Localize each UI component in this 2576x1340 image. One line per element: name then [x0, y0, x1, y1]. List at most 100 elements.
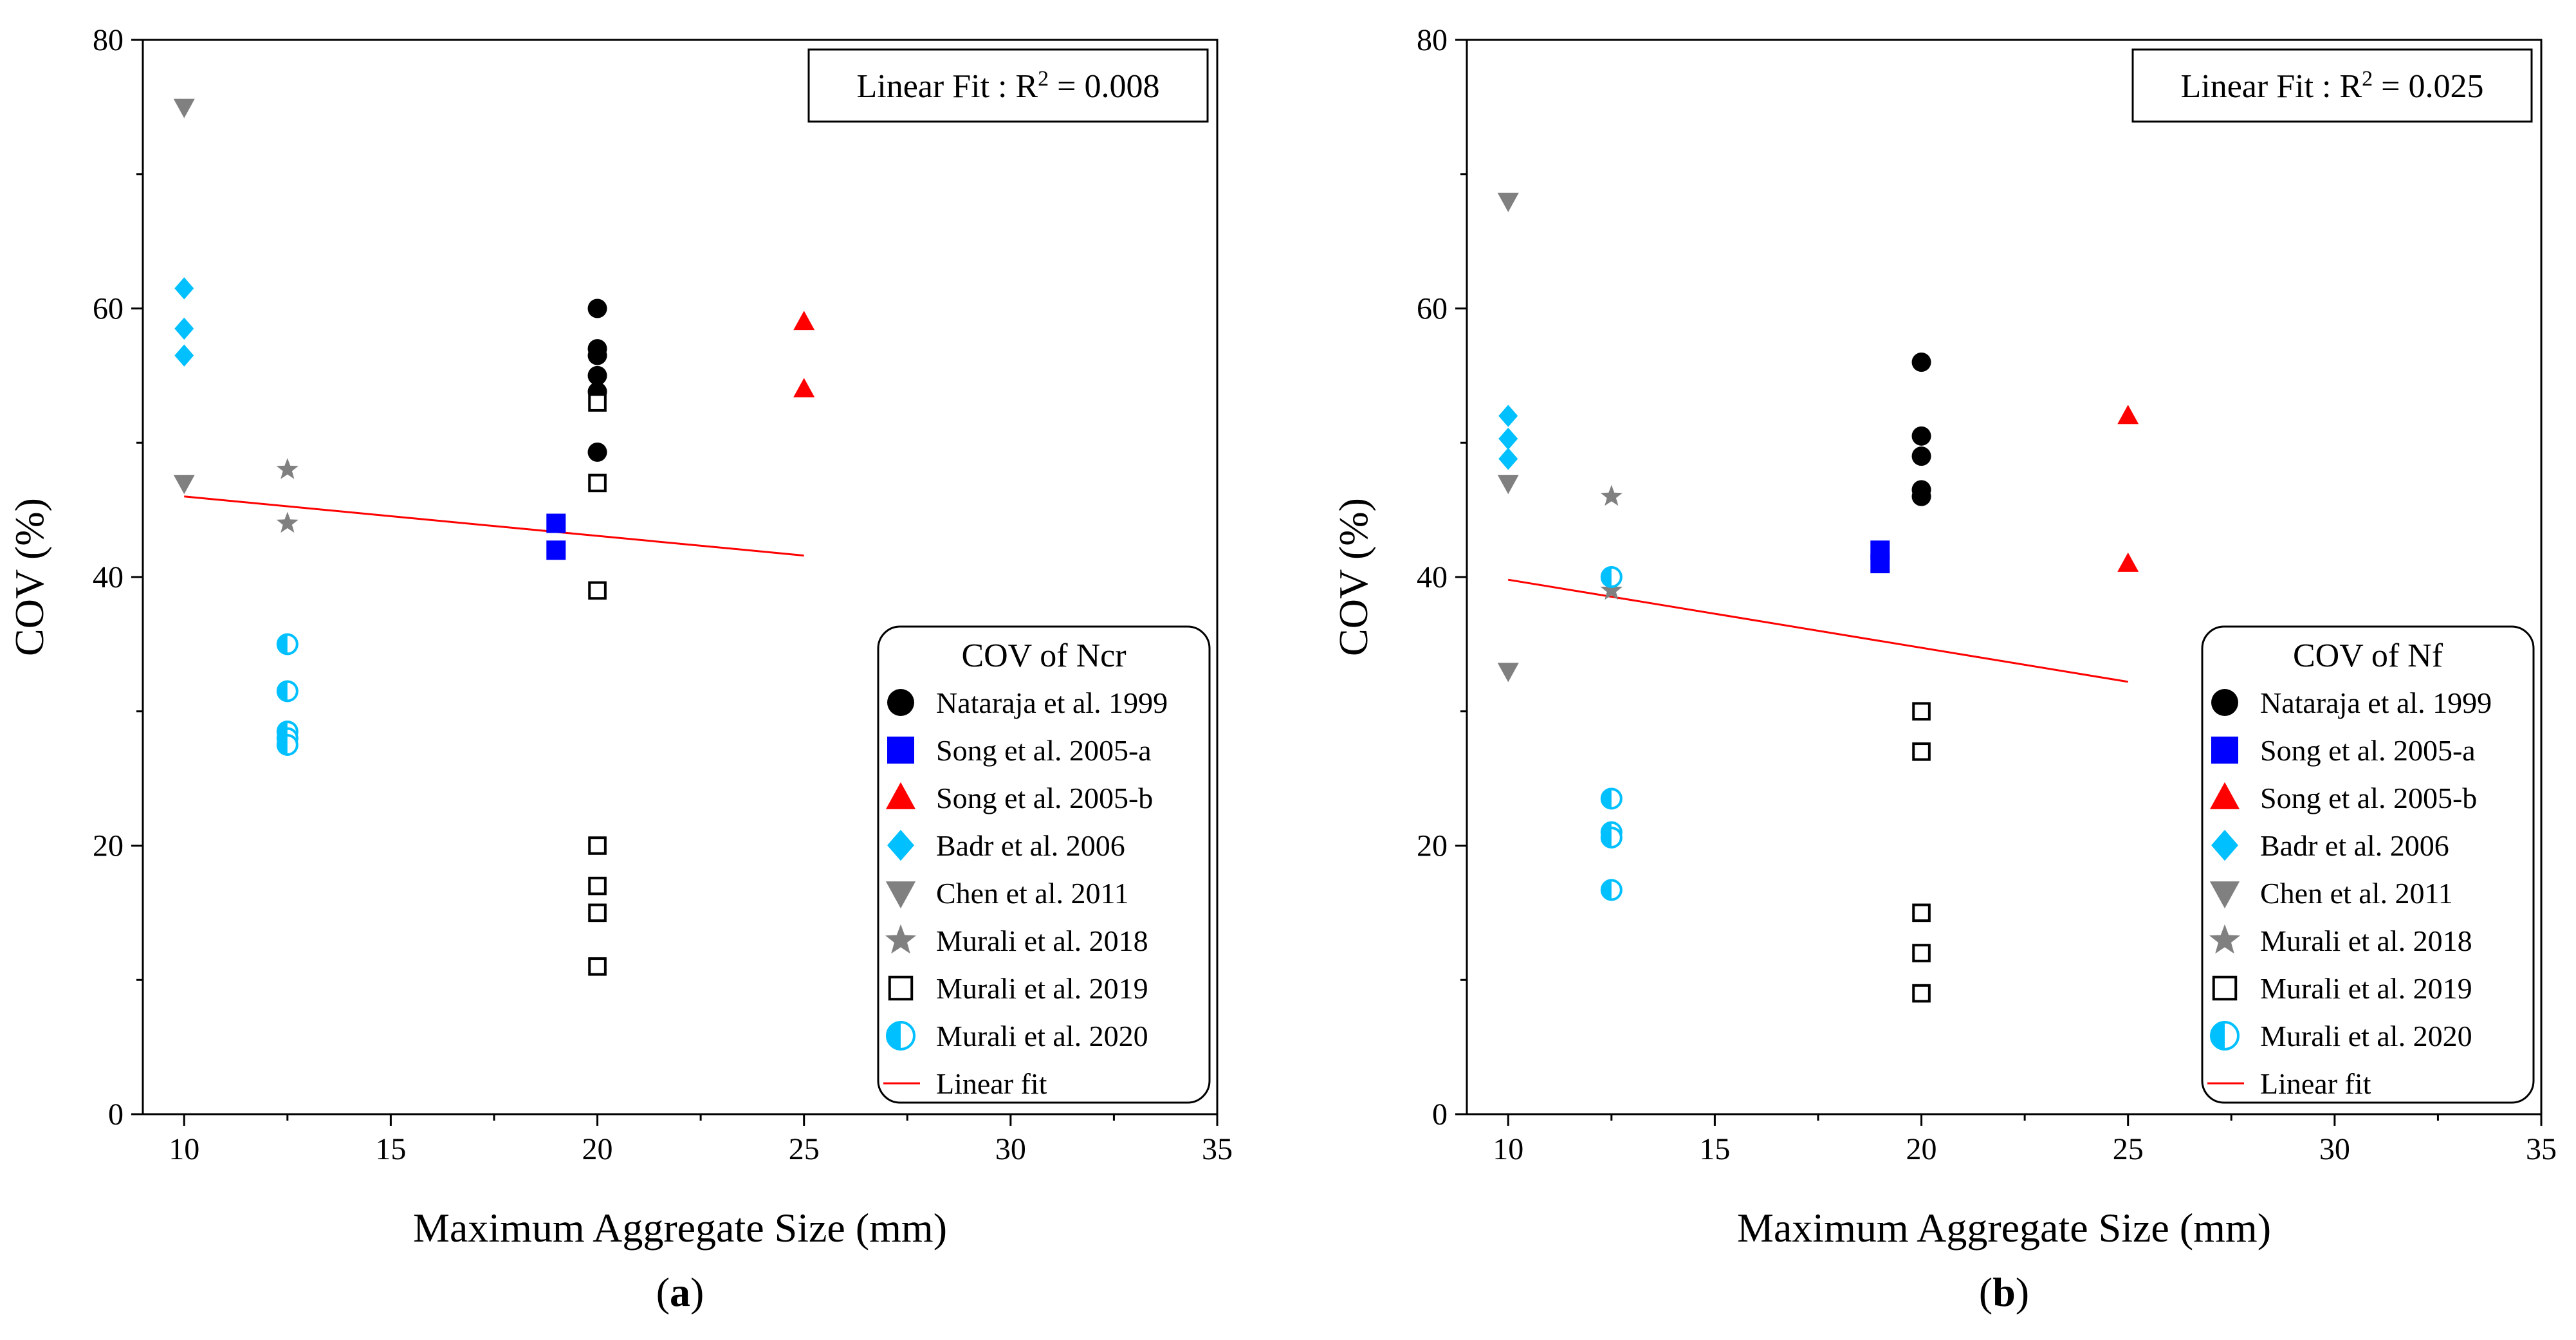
data-point: [588, 393, 607, 412]
x-tick-label: 25: [789, 1132, 820, 1166]
data-point: [276, 511, 299, 533]
legend-marker: [2211, 829, 2238, 861]
data-point: [173, 98, 195, 118]
legend-frame: [2201, 625, 2535, 1104]
data-point: [587, 345, 607, 365]
data-point: [1600, 879, 1623, 901]
legend: COV of Nf Nataraja et al. 1999 Song et al.…: [2201, 625, 2535, 1104]
data-point: [276, 680, 299, 702]
linear-fit-line: [184, 495, 804, 557]
legend-label: Song et al. 2005-a: [2260, 734, 2476, 767]
legend-label: Nataraja et al. 1999: [936, 686, 1168, 719]
x-tick-label: 35: [1202, 1132, 1233, 1166]
legend-label: Murali et al. 2020: [2260, 1020, 2472, 1052]
data-point: [1600, 787, 1623, 810]
legend-label: Murali et al. 2019: [2260, 972, 2472, 1005]
y-tick-label: 20: [1417, 829, 1448, 863]
y-tick-label: 80: [93, 23, 124, 57]
data-point: [1912, 702, 1931, 721]
data-point: [1911, 486, 1931, 506]
data-point: [1912, 944, 1931, 962]
x-tick-label: 20: [582, 1132, 613, 1166]
data-point: [1911, 426, 1931, 446]
legend-marker: [2209, 782, 2240, 809]
data-point: [1912, 984, 1931, 1003]
data-point: [546, 513, 566, 533]
data-point: [1600, 484, 1623, 506]
legend-marker: [885, 881, 916, 909]
legend-marker: [2211, 689, 2238, 716]
legend-marker: [887, 829, 914, 861]
chart-panel-a: 10 15 20 25 30 35 0 20 40 60 80 Maximum Aggregate S…: [6, 23, 1233, 1315]
legend-marker: [887, 737, 914, 764]
data-point: [174, 277, 194, 300]
data-point: [173, 475, 195, 495]
y-tick-label: 40: [1417, 560, 1448, 594]
data-point: [1912, 903, 1931, 922]
data-point: [1498, 448, 1518, 470]
legend-marker: [887, 689, 914, 716]
data-point: [2117, 405, 2139, 425]
panel-label: (a): [656, 1269, 704, 1315]
x-tick-label: 10: [169, 1132, 199, 1166]
data-point: [793, 378, 815, 398]
data-point: [588, 836, 607, 855]
y-axis-title: COV (%): [1330, 498, 1376, 656]
x-axis-title: Maximum Aggregate Size (mm): [1737, 1205, 2271, 1251]
x-tick-label: 20: [1906, 1132, 1937, 1166]
data-point: [174, 317, 194, 340]
legend-frame: [877, 625, 1211, 1104]
x-tick-label: 30: [2319, 1132, 2350, 1166]
legend-label: Song et al. 2005-a: [936, 734, 1152, 767]
legend-marker: [886, 1021, 915, 1051]
legend-marker: [2211, 737, 2238, 764]
data-point: [793, 311, 815, 331]
data-point: [588, 957, 607, 976]
y-tick-label: 0: [108, 1097, 124, 1132]
legend-label: Murali et al. 2020: [936, 1020, 1148, 1052]
data-point: [1497, 192, 1519, 212]
y-tick-label: 60: [93, 292, 124, 326]
legend-label: Song et al. 2005-b: [2260, 782, 2477, 814]
y-axis-title: COV (%): [6, 498, 52, 656]
y-tick-label: 60: [1417, 292, 1448, 326]
data-point: [1498, 405, 1518, 427]
legend-label: Song et al. 2005-b: [936, 782, 1153, 814]
data-point: [588, 876, 607, 895]
y-tick-label: 20: [93, 829, 124, 863]
x-tick-label: 15: [1699, 1132, 1730, 1166]
legend-marker: [2209, 881, 2240, 909]
fit-equation: Linear Fit : R2 = 0.008: [857, 67, 1160, 105]
data-point: [1600, 578, 1623, 600]
y-tick-label: 80: [1417, 23, 1448, 57]
fit-box: [2131, 48, 2533, 123]
data-point: [588, 903, 607, 922]
legend-marker: [885, 924, 916, 954]
legend-label: Linear fit: [936, 1067, 1047, 1100]
legend-label: Linear fit: [2260, 1067, 2371, 1100]
panel-label: (b): [1979, 1269, 2029, 1315]
data-point: [546, 540, 566, 560]
data-point: [276, 633, 299, 656]
data-point: [1498, 427, 1518, 450]
data-point: [587, 365, 607, 385]
data-point: [587, 298, 607, 318]
legend-label: Nataraja et al. 1999: [2260, 686, 2492, 719]
data-point: [2117, 552, 2139, 572]
data-point: [1497, 663, 1519, 683]
legend-title: COV of Nf: [2293, 638, 2443, 674]
data-point: [1911, 353, 1931, 372]
legend-label: Murali et al. 2018: [2260, 924, 2472, 957]
linear-fit-line: [1507, 578, 2128, 683]
x-tick-label: 35: [2526, 1132, 2557, 1166]
data-point: [1600, 826, 1623, 849]
legend-label: Murali et al. 2019: [936, 972, 1148, 1005]
chart-panel-b: 10 15 20 25 30 35 0 20 40 60 80 Maximum Aggregate S…: [1330, 23, 2557, 1315]
data-point: [588, 581, 607, 600]
legend: COV of Ncr Nataraja et al. 1999 Song et al…: [877, 625, 1211, 1104]
x-tick-label: 25: [2113, 1132, 2144, 1166]
x-tick-label: 10: [1493, 1132, 1523, 1166]
data-point: [587, 442, 607, 462]
legend-marker: [885, 782, 916, 809]
